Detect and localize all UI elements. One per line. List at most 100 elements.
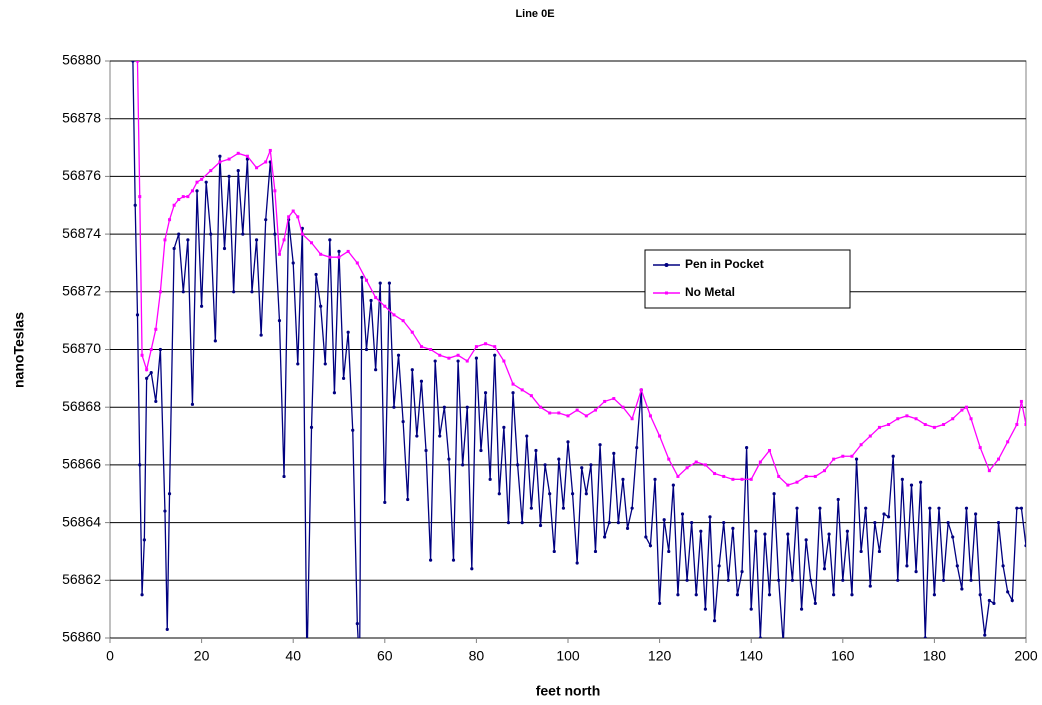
data-point	[795, 480, 799, 484]
data-point	[543, 463, 547, 467]
data-point	[255, 166, 259, 170]
data-point	[387, 281, 391, 285]
data-point	[154, 399, 158, 404]
data-point	[919, 480, 923, 484]
data-point	[923, 636, 927, 638]
y-tick-label: 56860	[62, 629, 101, 645]
data-point	[479, 448, 483, 453]
data-point	[832, 593, 836, 597]
data-point	[593, 549, 598, 554]
data-point	[786, 483, 790, 487]
x-tick-label: 160	[831, 648, 855, 664]
data-point	[841, 578, 845, 582]
data-point	[648, 414, 652, 418]
data-point	[584, 492, 588, 496]
data-point	[447, 356, 451, 360]
data-point	[978, 446, 982, 450]
data-point	[502, 359, 506, 363]
data-point	[726, 578, 730, 582]
data-point	[951, 417, 955, 421]
data-point	[836, 497, 840, 502]
data-point	[740, 477, 744, 481]
data-point	[474, 345, 478, 349]
data-point	[410, 330, 414, 334]
data-point	[978, 593, 982, 597]
data-point	[135, 61, 139, 63]
x-tick-label: 20	[194, 648, 210, 664]
data-point	[378, 281, 382, 285]
data-point	[964, 405, 968, 409]
data-point	[360, 275, 364, 279]
data-point	[850, 454, 854, 458]
data-point	[355, 261, 359, 265]
data-point	[676, 593, 680, 597]
data-point	[396, 353, 401, 357]
data-point	[392, 405, 396, 409]
data-point	[245, 154, 249, 158]
x-tick-label: 0	[106, 648, 114, 664]
data-point	[190, 402, 195, 406]
data-point	[539, 405, 543, 409]
data-point	[782, 642, 785, 645]
data-point	[429, 348, 433, 351]
data-point	[690, 521, 694, 525]
data-point	[841, 454, 845, 458]
data-point	[369, 298, 373, 303]
x-axis-label: feet north	[536, 683, 601, 699]
data-point	[461, 463, 465, 467]
data-point	[323, 362, 327, 366]
data-point	[699, 529, 703, 533]
data-point	[218, 154, 222, 158]
data-point	[603, 399, 607, 403]
data-point	[887, 423, 891, 427]
data-point	[749, 607, 753, 611]
data-point	[177, 232, 181, 236]
data-point	[264, 218, 268, 222]
data-point	[195, 180, 199, 184]
data-point	[694, 460, 698, 464]
data-point	[310, 241, 314, 245]
data-point	[570, 492, 575, 496]
data-point	[140, 593, 144, 597]
data-point	[534, 448, 538, 453]
y-axis-label: nanoTeslas	[11, 312, 27, 388]
data-point	[900, 477, 904, 481]
data-point	[259, 333, 263, 337]
data-point	[1010, 598, 1014, 603]
data-point	[429, 558, 433, 562]
legend-label: No Metal	[685, 285, 735, 299]
data-point	[186, 238, 190, 242]
data-point	[200, 177, 204, 181]
data-point	[287, 215, 291, 219]
data-point	[1019, 506, 1024, 510]
data-point	[465, 359, 469, 363]
data-point	[1015, 506, 1019, 510]
data-point	[337, 255, 341, 259]
data-point	[877, 425, 881, 429]
data-point	[254, 238, 259, 242]
data-point	[960, 408, 964, 412]
data-point	[273, 232, 277, 236]
data-point	[241, 232, 245, 236]
data-point	[1006, 440, 1010, 444]
data-point	[891, 454, 895, 458]
data-point	[364, 278, 368, 282]
legend-label: Pen in Pocket	[685, 257, 764, 271]
data-point	[465, 405, 469, 409]
data-point	[406, 497, 410, 502]
data-point	[277, 319, 282, 323]
data-point	[969, 578, 973, 582]
data-point	[222, 246, 227, 251]
data-point	[804, 474, 808, 478]
legend: Pen in Pocket No Metal	[644, 249, 851, 309]
data-point	[566, 414, 570, 418]
data-point	[502, 425, 506, 429]
data-point	[474, 356, 478, 360]
data-point	[548, 411, 552, 415]
data-point	[845, 529, 849, 533]
data-point	[942, 423, 946, 427]
y-tick-label: 56866	[62, 456, 101, 472]
data-point	[138, 463, 142, 467]
data-point	[433, 359, 437, 363]
data-point	[896, 417, 900, 421]
